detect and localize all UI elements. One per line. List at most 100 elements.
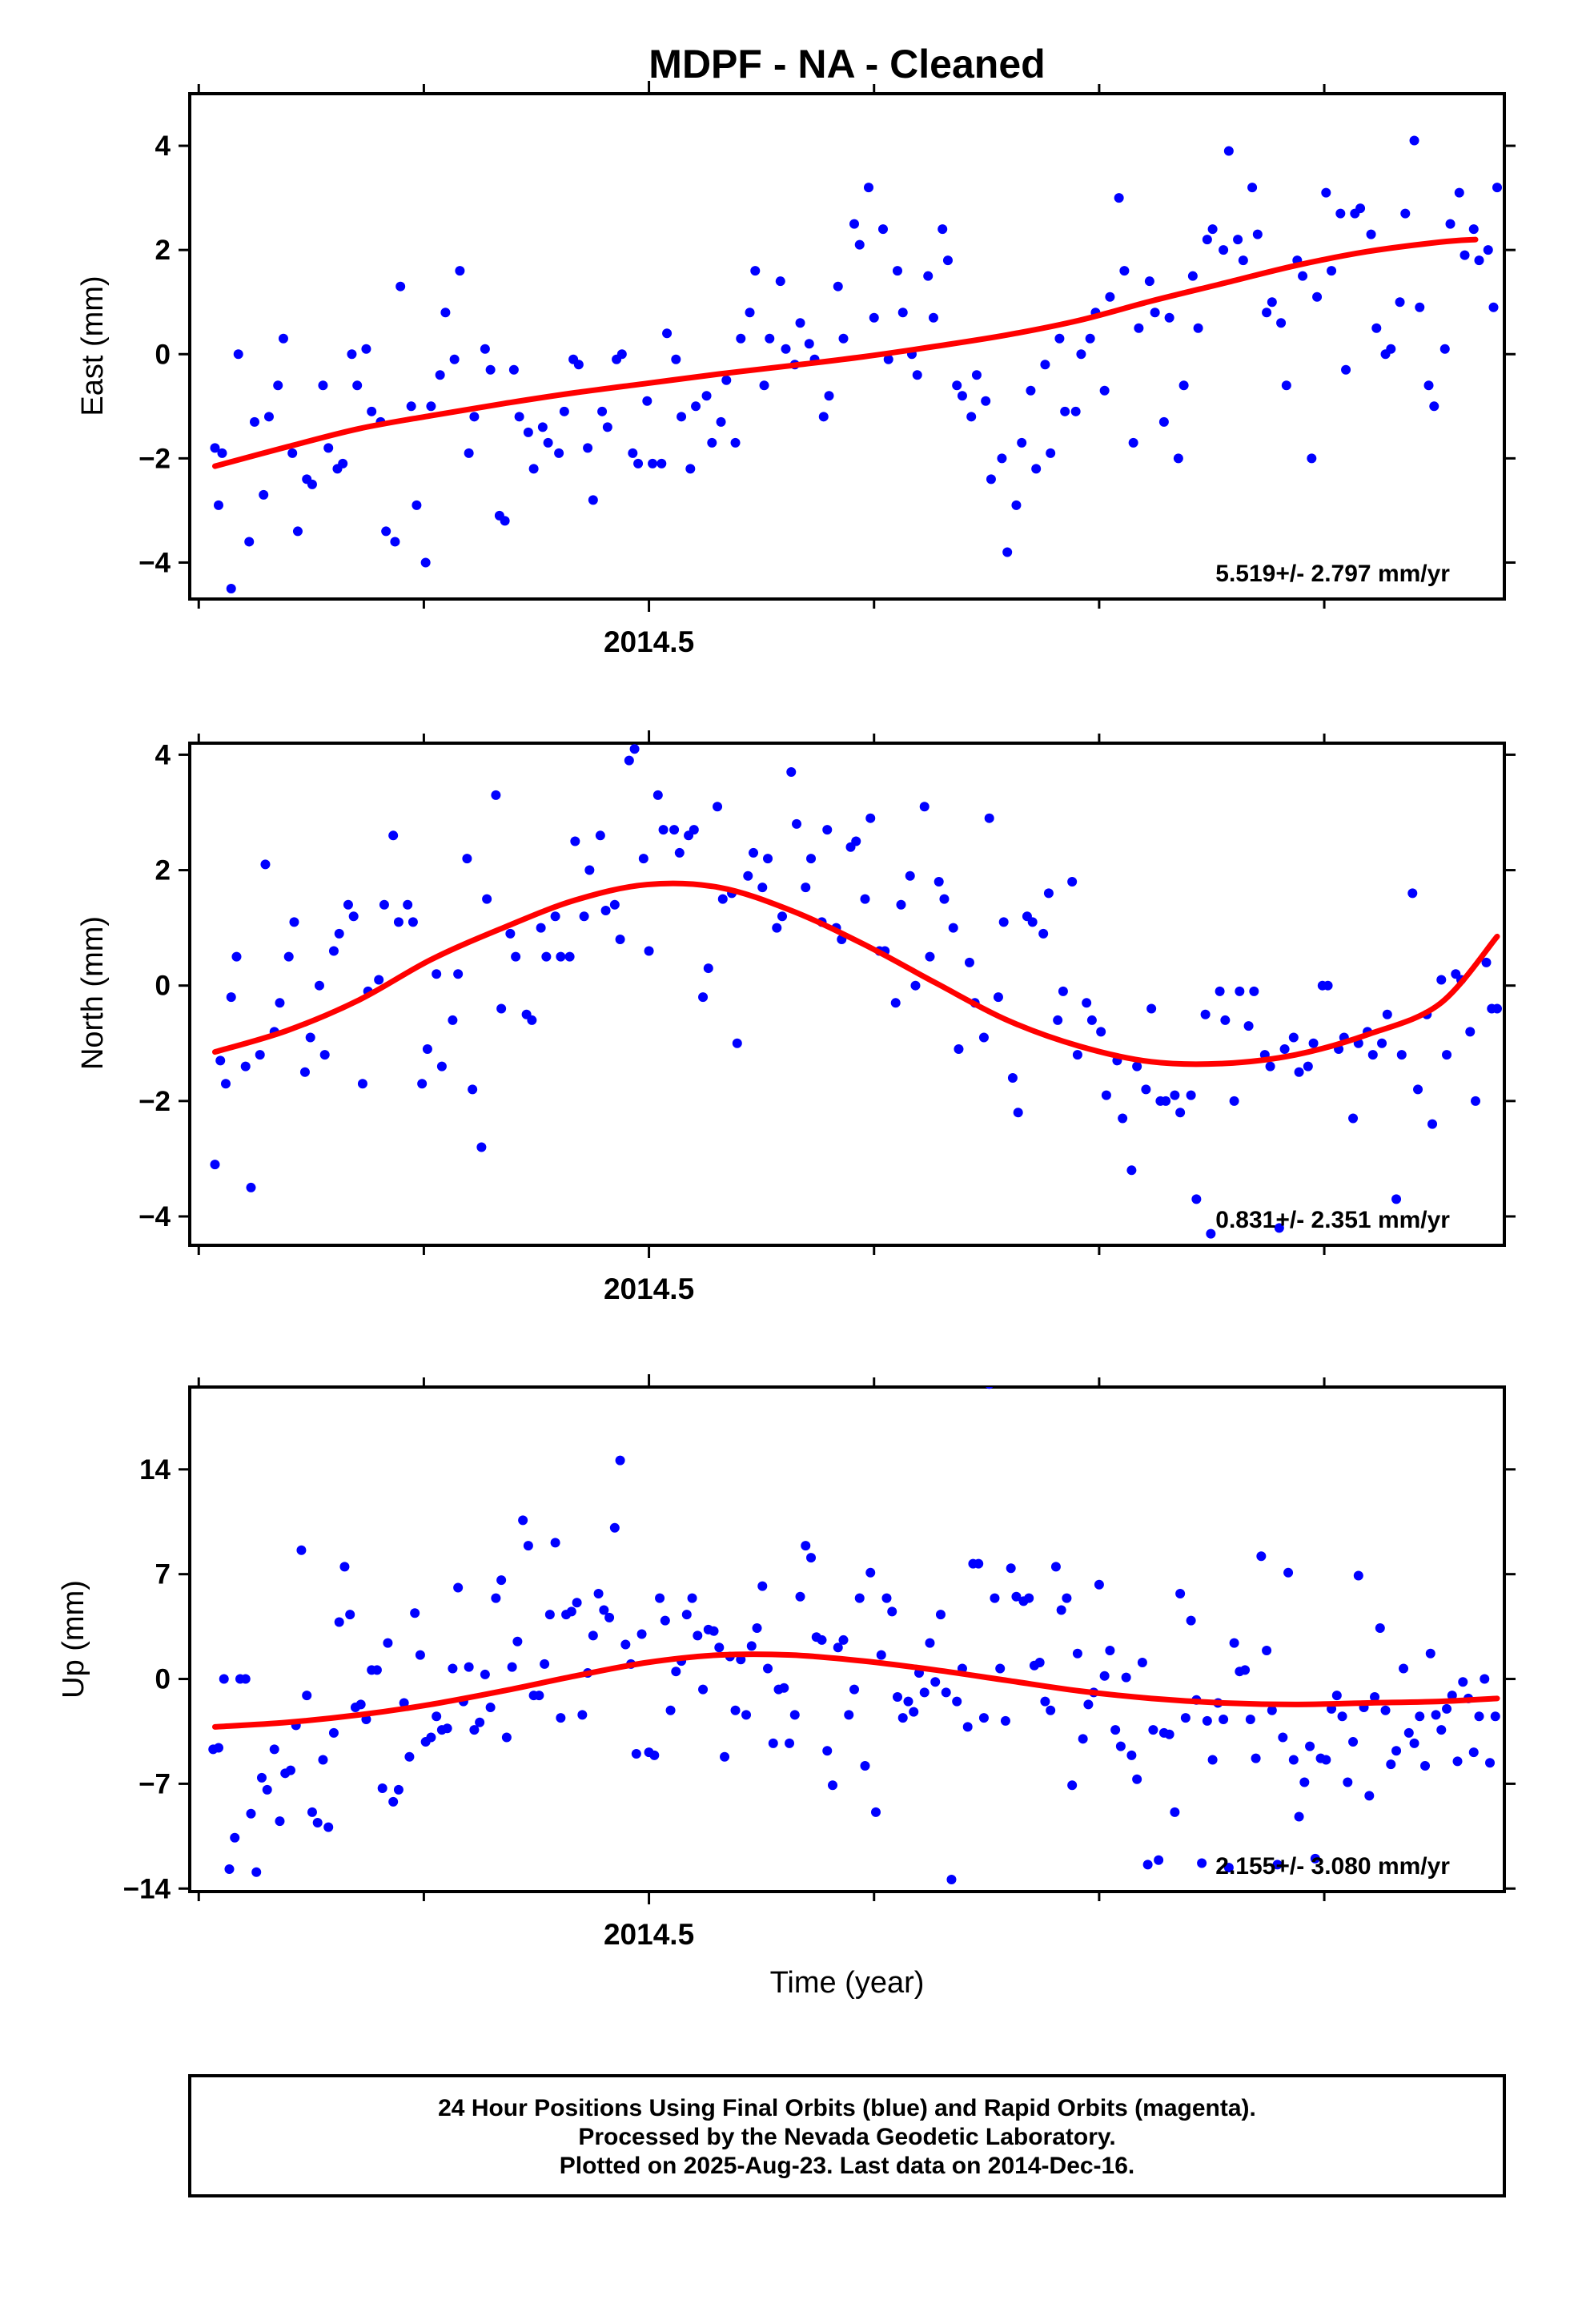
data-point-up-37 (410, 1608, 420, 1618)
data-point-up-192 (1251, 1753, 1261, 1763)
data-point-north-81 (801, 883, 811, 893)
data-point-north-140 (1235, 986, 1245, 996)
footer-line-2: Processed by the Nevada Geodetic Laborat… (578, 2124, 1115, 2150)
data-point-north-7 (255, 1050, 265, 1060)
data-point-up-144 (990, 1593, 1000, 1603)
data-point-north-14 (305, 1032, 315, 1043)
data-point-north-46 (541, 951, 552, 962)
data-point-up-180 (1186, 1615, 1196, 1626)
data-point-east-19 (347, 349, 357, 360)
data-point-north-126 (1132, 1061, 1142, 1072)
data-point-up-64 (556, 1713, 566, 1723)
data-point-north-38 (482, 894, 492, 904)
data-point-east-102 (957, 391, 967, 401)
data-point-east-138 (1223, 146, 1234, 156)
data-point-north-5 (240, 1061, 251, 1072)
data-point-east-76 (765, 333, 775, 344)
data-point-up-160 (1078, 1734, 1088, 1744)
data-point-up-52 (491, 1593, 501, 1603)
data-point-east-89 (863, 183, 873, 193)
data-point-north-131 (1170, 1090, 1180, 1100)
data-point-up-128 (903, 1696, 913, 1707)
data-point-up-228 (1447, 1691, 1457, 1701)
data-point-up-173 (1148, 1725, 1158, 1735)
data-point-east-99 (938, 224, 948, 235)
data-point-up-217 (1386, 1759, 1396, 1770)
data-point-north-112 (1027, 917, 1038, 927)
data-point-up-220 (1403, 1727, 1414, 1738)
data-point-up-154 (1046, 1705, 1056, 1715)
data-point-up-121 (865, 1567, 876, 1578)
data-point-east-42 (514, 412, 524, 422)
data-point-up-24 (339, 1562, 350, 1572)
data-point-up-32 (383, 1638, 393, 1648)
data-point-up-27 (355, 1699, 366, 1710)
data-point-north-124 (1118, 1113, 1128, 1124)
data-point-up-215 (1375, 1622, 1385, 1633)
data-point-north-90 (865, 813, 876, 823)
data-point-north-136 (1206, 1228, 1216, 1239)
data-point-east-111 (1026, 385, 1036, 396)
y-tick-label-up-4: 14 (139, 1454, 171, 1486)
data-point-east-63 (671, 354, 681, 364)
data-point-east-54 (602, 422, 612, 432)
data-point-north-116 (1058, 986, 1068, 996)
data-point-up-112 (817, 1634, 827, 1645)
data-point-east-12 (292, 526, 303, 537)
data-point-up-102 (763, 1663, 773, 1674)
data-point-up-17 (302, 1691, 312, 1701)
data-point-up-124 (881, 1593, 892, 1603)
data-point-up-133 (930, 1677, 941, 1687)
data-point-up-146 (1000, 1715, 1010, 1726)
data-point-east-103 (966, 412, 977, 422)
data-point-up-170 (1132, 1774, 1142, 1784)
data-point-up-72 (599, 1605, 609, 1615)
data-point-north-67 (698, 992, 709, 1003)
data-point-east-143 (1262, 308, 1272, 318)
data-point-up-163 (1094, 1579, 1104, 1590)
data-point-up-2 (219, 1674, 229, 1684)
data-point-up-197 (1278, 1732, 1288, 1743)
data-point-up-70 (588, 1630, 598, 1641)
data-point-east-141 (1247, 183, 1258, 193)
data-point-up-152 (1034, 1657, 1045, 1667)
data-point-up-193 (1256, 1551, 1267, 1562)
y-tick-label-up-3: 7 (155, 1559, 171, 1590)
y-tick-label-east-2: 0 (155, 339, 171, 370)
data-point-up-135 (941, 1687, 951, 1698)
data-point-east-64 (677, 412, 687, 422)
data-point-north-44 (527, 1015, 537, 1025)
data-point-east-136 (1207, 224, 1218, 235)
y-tick-label-up-0: −14 (123, 1873, 171, 1904)
data-point-north-94 (896, 899, 906, 910)
data-point-east-85 (833, 281, 843, 292)
data-point-up-16 (296, 1545, 307, 1555)
data-point-up-41 (432, 1711, 442, 1722)
x-tick-label-up-0: 2014.5 (604, 1918, 694, 1951)
data-point-north-45 (536, 923, 546, 933)
data-point-east-53 (597, 406, 608, 416)
data-point-up-188 (1229, 1638, 1239, 1648)
data-point-up-73 (604, 1612, 615, 1622)
data-point-up-221 (1409, 1738, 1419, 1748)
data-point-up-100 (752, 1622, 762, 1633)
data-point-up-208 (1337, 1711, 1347, 1722)
data-point-east-70 (721, 375, 732, 385)
data-point-east-57 (628, 448, 638, 458)
data-point-north-138 (1220, 1015, 1231, 1025)
fit-curve-up (211, 1651, 1500, 1730)
data-point-up-4 (230, 1832, 240, 1843)
data-point-east-18 (338, 458, 348, 468)
data-point-east-101 (952, 380, 962, 391)
data-point-up-177 (1170, 1807, 1180, 1817)
data-point-north-95 (905, 870, 915, 881)
data-point-north-142 (1249, 986, 1259, 996)
data-point-north-125 (1126, 1165, 1137, 1176)
data-point-up-101 (757, 1581, 768, 1591)
data-point-east-134 (1193, 323, 1203, 333)
data-point-up-132 (925, 1638, 935, 1648)
data-point-east-162 (1400, 208, 1411, 219)
data-point-up-38 (415, 1650, 425, 1660)
data-point-up-167 (1115, 1741, 1126, 1751)
data-point-north-101 (948, 923, 958, 933)
